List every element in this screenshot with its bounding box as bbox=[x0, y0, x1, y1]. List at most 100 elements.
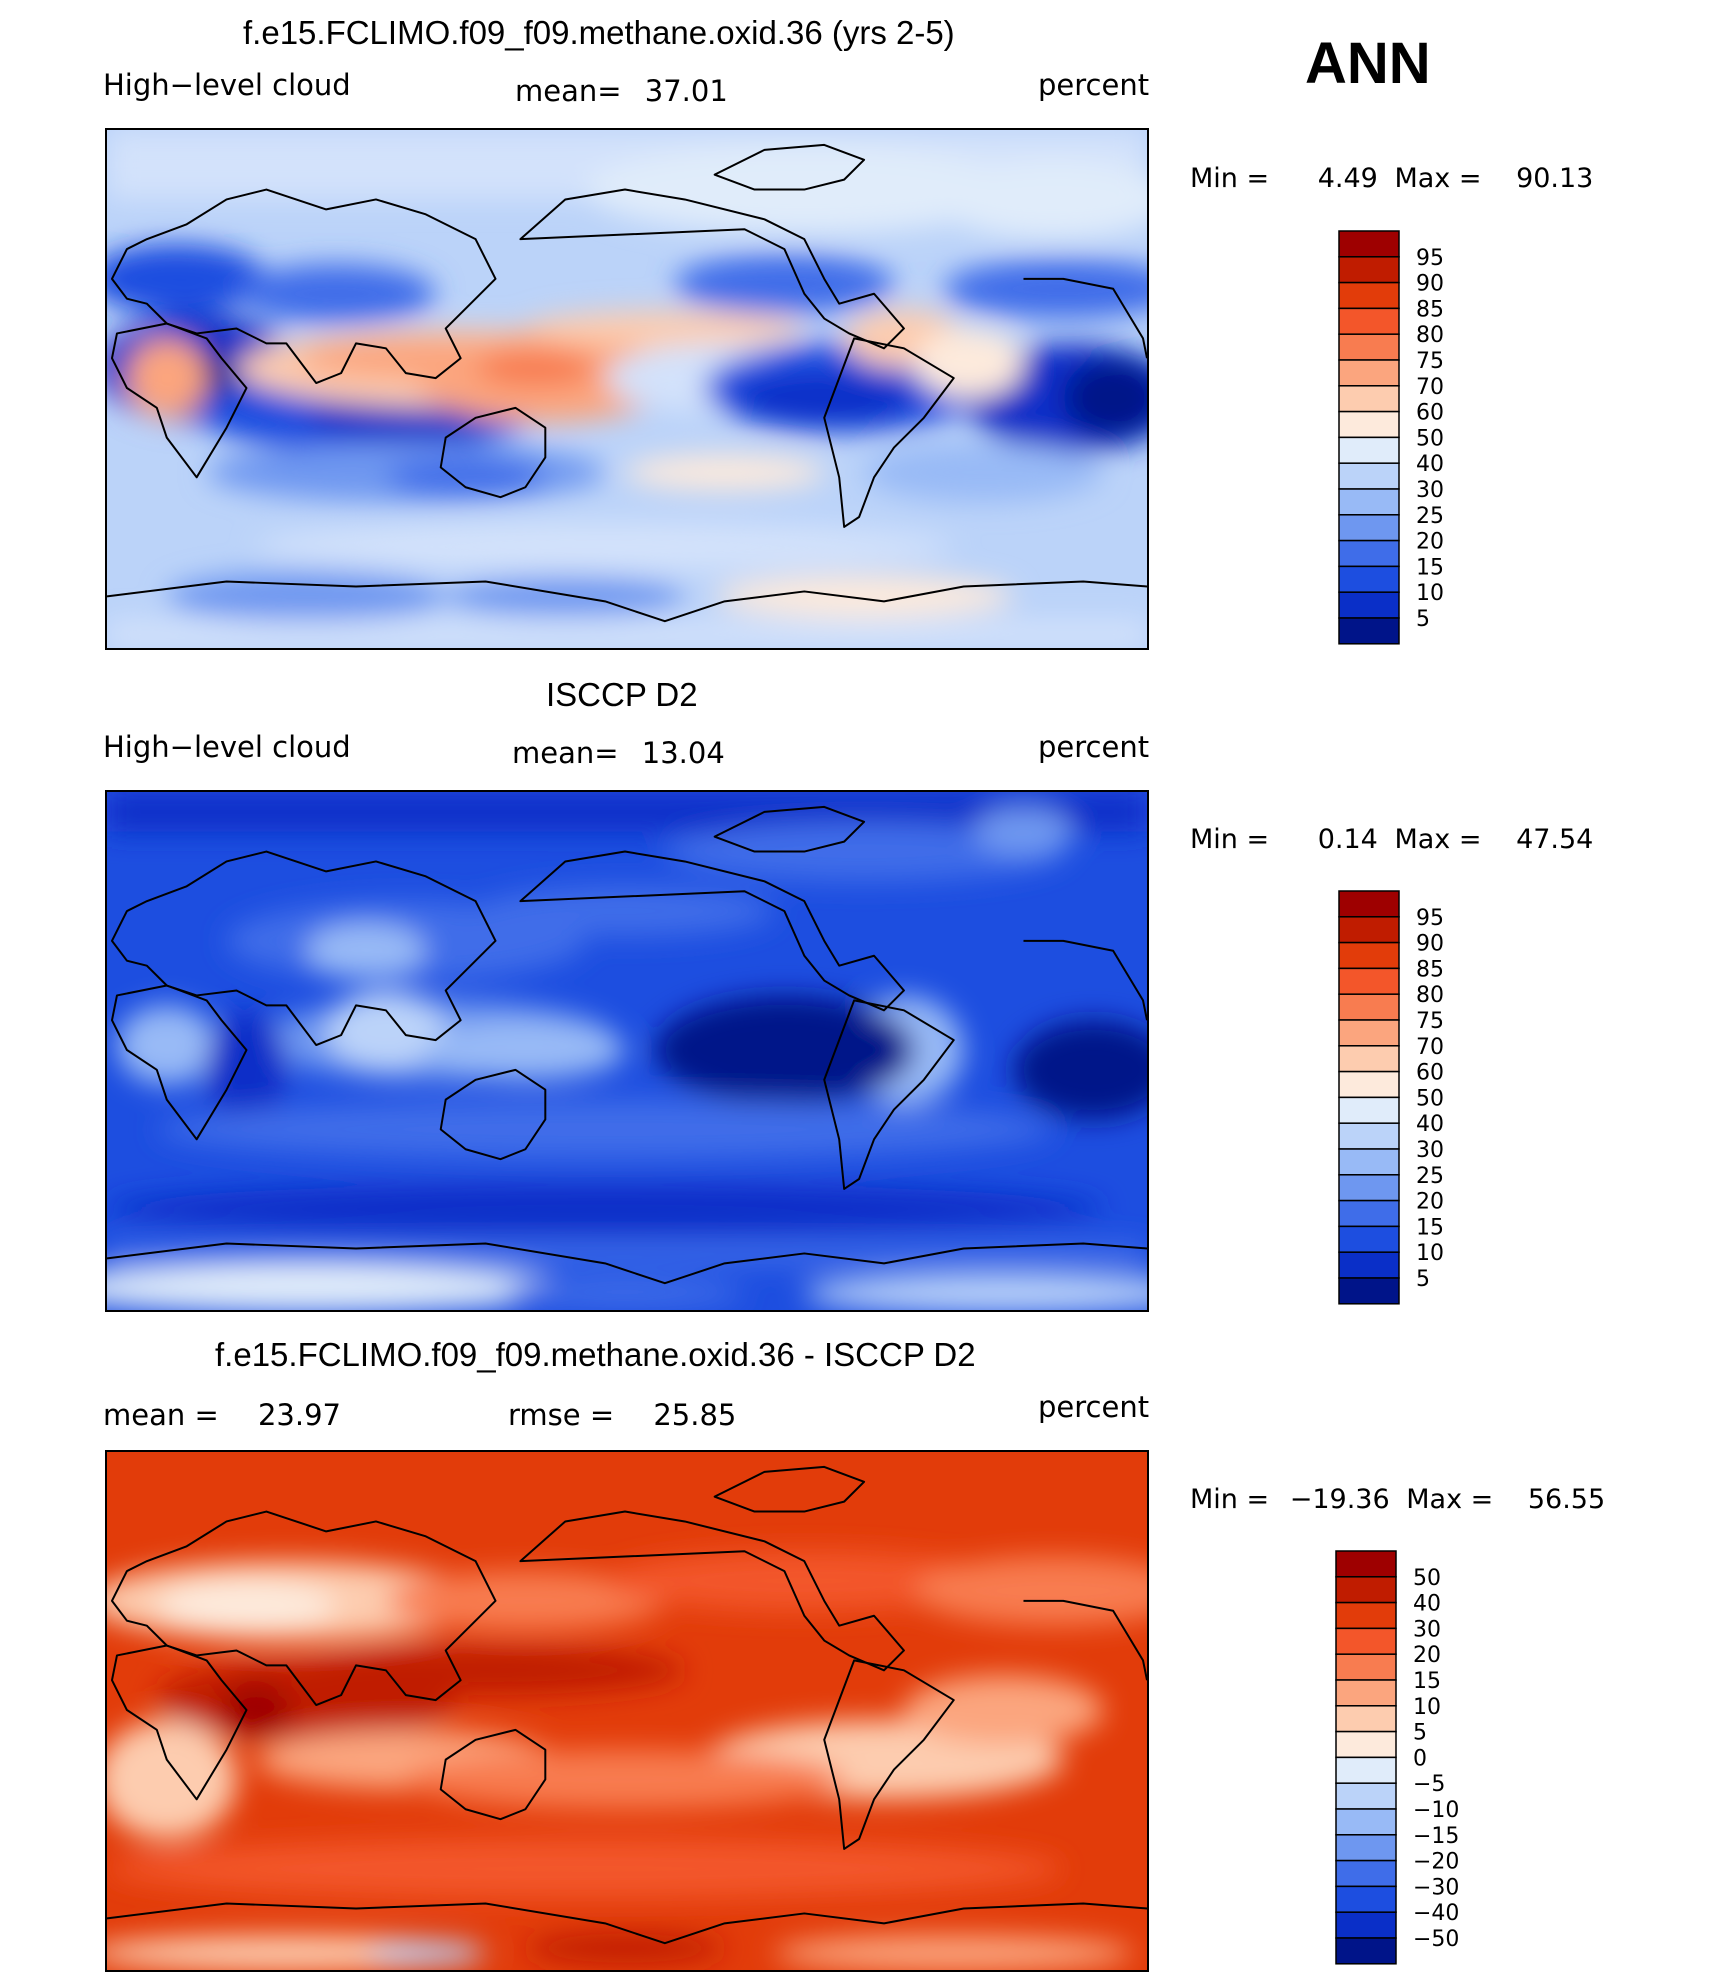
panel2-colorbar-swatch bbox=[1338, 993, 1400, 1021]
panel1-min-max: Min = 4.49 Max = 90.13 bbox=[1190, 163, 1593, 194]
panel2-colorbar-swatch bbox=[1338, 1174, 1400, 1202]
panel2-colorbar-tick-label: 25 bbox=[1416, 1164, 1444, 1189]
panel2-colorbar-tick-label: 50 bbox=[1416, 1086, 1444, 1111]
panel1-colorbar-tick-label: 60 bbox=[1416, 401, 1444, 426]
panel1-map bbox=[105, 128, 1149, 650]
panel2-colorbar-tick-label: 80 bbox=[1416, 983, 1444, 1008]
panel3-rmse-label: rmse = bbox=[508, 1398, 615, 1432]
panel1-colorbar-swatch bbox=[1338, 617, 1400, 645]
panel1-colorbar-swatch bbox=[1338, 333, 1400, 361]
panel2-colorbar-tick-label: 85 bbox=[1416, 957, 1444, 982]
panel3-colorbar-swatch bbox=[1335, 1705, 1397, 1733]
panel2-coastlines bbox=[107, 805, 1147, 1285]
panel1-colorbar-swatch bbox=[1338, 514, 1400, 542]
panel2-mean-value: 13.04 bbox=[641, 736, 725, 770]
panel1-colorbar-swatch bbox=[1338, 256, 1400, 284]
panel2-colorbar-swatch bbox=[1338, 1045, 1400, 1073]
panel2-colorbar-swatch bbox=[1338, 941, 1400, 970]
panel2-colorbar-swatch bbox=[1338, 1199, 1400, 1228]
panel3-colorbar-swatch bbox=[1335, 1679, 1397, 1707]
panel3-colorbar-swatch bbox=[1335, 1601, 1397, 1630]
panel1-colorbar-tick-label: 75 bbox=[1416, 349, 1444, 374]
panel1-colorbar-swatch bbox=[1338, 359, 1400, 387]
panel1-colorbar-swatch bbox=[1338, 436, 1400, 464]
panel3-colorbar-swatch bbox=[1335, 1576, 1397, 1604]
panel3-cloud-field bbox=[107, 1551, 1147, 1970]
panel2-map bbox=[105, 790, 1149, 1312]
panel3-colorbar-tick-label: −30 bbox=[1413, 1875, 1459, 1900]
panel1-mean: mean= 37.01 bbox=[515, 74, 728, 108]
panel2-colorbar-swatch bbox=[1338, 1251, 1400, 1279]
panel1-colorbar-swatch bbox=[1338, 307, 1400, 335]
panel3-colorbar-swatch bbox=[1335, 1885, 1397, 1913]
panel2-min-max: Min = 0.14 Max = 47.54 bbox=[1190, 824, 1593, 855]
panel3-colorbar-swatch bbox=[1335, 1859, 1397, 1888]
panel2-max-label: Max = bbox=[1394, 824, 1482, 855]
panel2-min-label: Min = bbox=[1190, 824, 1270, 855]
panel3-colorbar-tick-label: −50 bbox=[1413, 1927, 1459, 1952]
panel3-colorbar-swatch bbox=[1335, 1834, 1397, 1862]
panel3-map-svg bbox=[107, 1452, 1147, 1970]
panel1-max-value: 90.13 bbox=[1516, 163, 1594, 194]
panel2-colorbar-tick-label: 15 bbox=[1416, 1215, 1444, 1240]
panel1-colorbar-tick-label: 20 bbox=[1416, 530, 1444, 555]
panel1-colorbar-swatch bbox=[1338, 488, 1400, 516]
panel2-min-value: 0.14 bbox=[1317, 824, 1378, 855]
panel3-mean-label: mean = bbox=[103, 1398, 219, 1432]
panel3-min-value: −19.36 bbox=[1289, 1484, 1390, 1515]
panel1-max-label: Max = bbox=[1394, 163, 1482, 194]
panel2-colorbar-swatch bbox=[1338, 1148, 1400, 1176]
panel1-colorbar-tick-label: 15 bbox=[1416, 555, 1444, 580]
panel3-colorbar-tick-label: −5 bbox=[1413, 1772, 1445, 1797]
panel3-units: percent bbox=[1038, 1390, 1150, 1424]
panel3-rmse-value: 25.85 bbox=[653, 1398, 737, 1432]
panel1-map-svg bbox=[107, 130, 1147, 648]
panel1-colorbar-swatch bbox=[1338, 230, 1400, 258]
panel2-cloud-field bbox=[107, 792, 1147, 1310]
panel2-variable-label: High−level cloud bbox=[103, 730, 351, 764]
panel1-title: f.e15.FCLIMO.f09_f09.methane.oxid.36 (yr… bbox=[243, 14, 955, 51]
panel1-units: percent bbox=[1038, 68, 1150, 102]
panel3-colorbar-swatch bbox=[1335, 1627, 1397, 1655]
panel2-colorbar: 95 90 85 80 75 70 60 50 40 30 25 20 15 10 5 bbox=[1338, 890, 1518, 1307]
panel3-colorbar-tick-label: 30 bbox=[1413, 1617, 1441, 1642]
panel1-colorbar-swatch bbox=[1338, 385, 1400, 413]
panel3-colorbar-tick-label: 0 bbox=[1413, 1746, 1427, 1771]
panel2-colorbar-tick-label: 90 bbox=[1416, 932, 1444, 957]
panel3-colorbar-swatch bbox=[1335, 1756, 1397, 1784]
panel2-colorbar-tick-label: 70 bbox=[1416, 1035, 1444, 1060]
panel3-colorbar-tick-label: 40 bbox=[1413, 1592, 1441, 1617]
panel2-colorbar-swatch bbox=[1338, 1070, 1400, 1099]
panel2-units: percent bbox=[1038, 730, 1150, 764]
panel3-colorbar-swatch bbox=[1335, 1808, 1397, 1836]
panel3-rmse: rmse = 25.85 bbox=[508, 1398, 736, 1432]
panel3-colorbar-tick-label: 50 bbox=[1413, 1566, 1441, 1591]
panel2-colorbar-tick-label: 5 bbox=[1416, 1267, 1430, 1292]
panel1-colorbar-swatch bbox=[1338, 539, 1400, 568]
panel3-colorbar-tick-label: 20 bbox=[1413, 1643, 1441, 1668]
panel2-colorbar-tick-label: 60 bbox=[1416, 1061, 1444, 1086]
panel3-coastlines bbox=[107, 1465, 1147, 1945]
panel3-mean-value: 23.97 bbox=[257, 1398, 342, 1432]
panel2-colorbar-swatch bbox=[1338, 1096, 1400, 1124]
panel2-colorbar-swatch bbox=[1338, 1122, 1400, 1150]
panel3-map bbox=[105, 1450, 1149, 1972]
panel1-variable-label: High−level cloud bbox=[103, 68, 351, 102]
panel1-colorbar-swatch bbox=[1338, 281, 1400, 310]
panel3-colorbar-tick-label: 15 bbox=[1413, 1669, 1441, 1694]
panel3-min-max: Min = −19.36 Max = 56.55 bbox=[1190, 1484, 1605, 1515]
panel3-colorbar-swatch bbox=[1335, 1550, 1397, 1578]
panel3-colorbar: 50 40 30 20 15 10 5 0 −5 −10 −15 −20 −30 −40 −50 bbox=[1335, 1550, 1515, 1967]
panel2-colorbar-swatch bbox=[1338, 967, 1400, 995]
panel1-mean-label: mean= bbox=[515, 74, 622, 108]
panel1-coastlines bbox=[107, 143, 1147, 623]
panel1-colorbar-tick-label: 85 bbox=[1416, 297, 1444, 322]
panel1-colorbar-swatch bbox=[1338, 591, 1400, 619]
panel3-colorbar-swatch bbox=[1335, 1782, 1397, 1810]
season-label: ANN bbox=[1305, 31, 1431, 96]
panel3-colorbar-swatch bbox=[1335, 1911, 1397, 1939]
panel2-mean-label: mean= bbox=[512, 736, 619, 770]
panel2-colorbar-swatch bbox=[1338, 1277, 1400, 1305]
panel3-title: f.e15.FCLIMO.f09_f09.methane.oxid.36 - I… bbox=[215, 1336, 976, 1373]
